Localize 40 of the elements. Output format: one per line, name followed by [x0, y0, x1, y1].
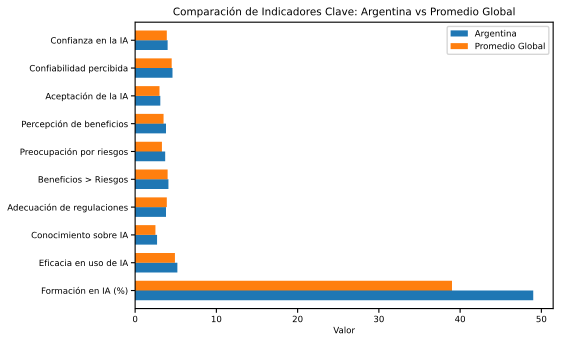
y-tick-label: Percepción de beneficios: [22, 120, 128, 129]
bar: [135, 225, 156, 235]
bar: [135, 280, 452, 291]
y-tick-label: Conocimiento sobre IA: [32, 232, 128, 238]
legend-label: Argentina: [474, 30, 516, 38]
bar: [135, 40, 168, 50]
y-tick-label: Beneficios > Riesgos: [38, 176, 128, 184]
bar: [135, 30, 167, 40]
x-tick-label: 50: [536, 316, 546, 322]
x-tick-label: 20: [292, 316, 303, 322]
y-tick-label: Eficacia en uso de IA: [40, 259, 128, 266]
bar: [135, 124, 166, 134]
bar: [135, 179, 168, 190]
x-tick-label: 30: [374, 316, 384, 322]
bar: [135, 252, 175, 263]
bar: [135, 262, 178, 272]
bar: [135, 170, 168, 180]
bar: [135, 290, 534, 300]
bar: [135, 234, 158, 245]
x-tick-label: 10: [212, 316, 222, 322]
bar: [135, 86, 160, 96]
bar: [135, 114, 164, 124]
bar: [135, 151, 166, 162]
bar: [135, 68, 172, 78]
bar: [135, 58, 172, 68]
bar: [135, 197, 167, 208]
bar: [135, 142, 162, 152]
x-tick-label: 0: [132, 316, 138, 322]
chart-title: Comparación de Indicadores Clave: Argentina vs Promedio Global: [173, 6, 514, 18]
y-tick-label: Formación en IA (%): [42, 286, 128, 295]
x-axis-title: Valor: [333, 326, 355, 334]
y-tick-label: Confianza en la IA: [50, 36, 128, 44]
bar: [135, 207, 166, 217]
y-tick-label: Aceptación de la IA: [45, 92, 128, 102]
x-tick-label: 40: [455, 316, 466, 322]
y-tick-label: Adecuación de regulaciones: [7, 204, 128, 212]
bar: [135, 96, 160, 106]
legend-label: Promedio Global: [476, 42, 545, 50]
y-tick-label: Preocupación por riesgos: [20, 148, 128, 157]
y-tick-label: Confiabilidad percibida: [30, 64, 128, 74]
